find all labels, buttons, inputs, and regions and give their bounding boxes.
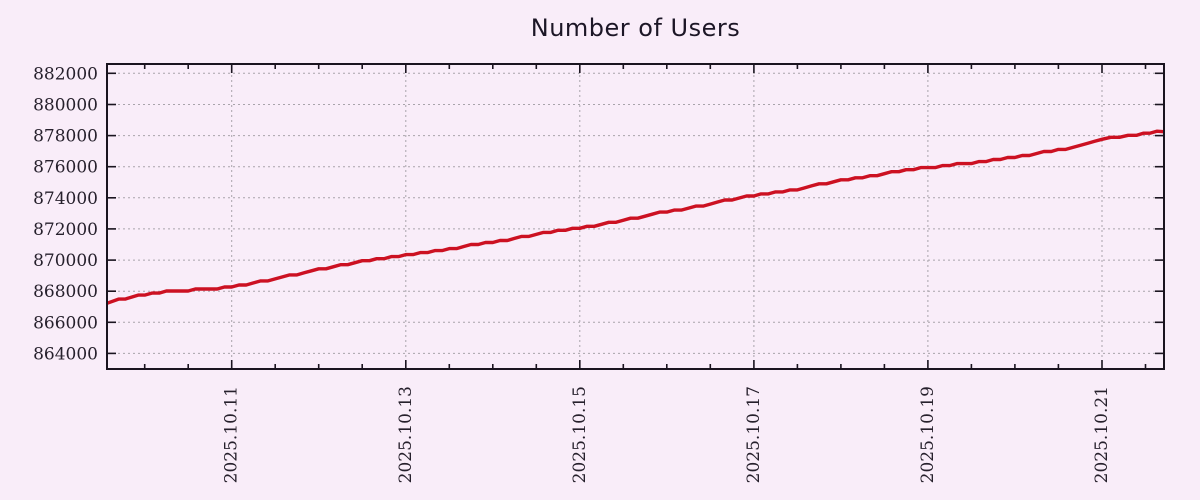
y-tick-label: 880000 — [33, 96, 98, 116]
x-tick-label: 2025.10.11 — [222, 386, 242, 483]
y-tick-label: 878000 — [33, 127, 98, 147]
y-tick-label: 866000 — [33, 313, 98, 333]
y-tick-label: 870000 — [33, 251, 98, 271]
x-tick-label: 2025.10.19 — [918, 386, 938, 483]
y-tick-label: 864000 — [33, 344, 98, 364]
x-tick-label: 2025.10.15 — [570, 386, 590, 483]
y-tick-label: 874000 — [33, 189, 98, 209]
x-tick-label: 2025.10.17 — [744, 386, 764, 483]
y-tick-label: 882000 — [33, 64, 98, 84]
users-data-line — [106, 129, 1164, 305]
x-tick-label: 2025.10.13 — [396, 386, 416, 483]
x-tick-label: 2025.10.21 — [1092, 386, 1112, 483]
y-tick-label: 872000 — [33, 220, 98, 240]
plot-border — [106, 63, 1165, 370]
chart-title: Number of Users — [530, 14, 741, 42]
y-tick-label: 876000 — [33, 158, 98, 178]
y-tick-label: 868000 — [33, 282, 98, 302]
